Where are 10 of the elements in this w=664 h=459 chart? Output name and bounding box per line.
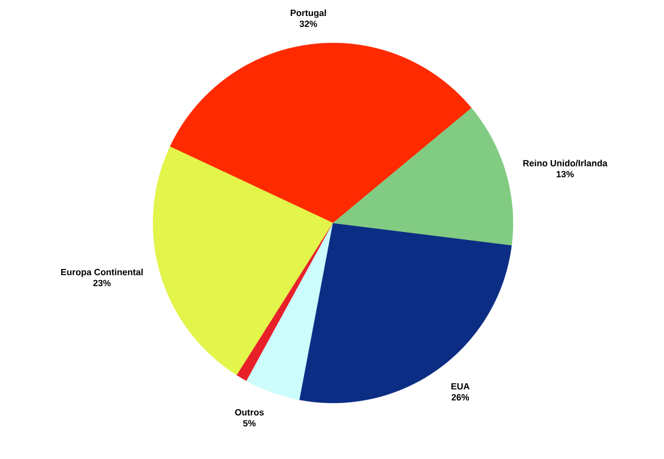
slice-label: Outros: [235, 409, 264, 416]
slice-label: Portugal: [290, 9, 326, 18]
slice-label: EUA: [451, 383, 470, 390]
slice-label: Europa Continental: [61, 268, 143, 278]
data-label: 13%: [556, 170, 574, 178]
data-label: 26%: [452, 394, 470, 400]
data-label: 5%: [243, 420, 256, 426]
slice-label: Reino Unido/Irlanda: [523, 160, 608, 166]
data-label: 32%: [300, 20, 318, 28]
data-label: 23%: [93, 280, 111, 286]
